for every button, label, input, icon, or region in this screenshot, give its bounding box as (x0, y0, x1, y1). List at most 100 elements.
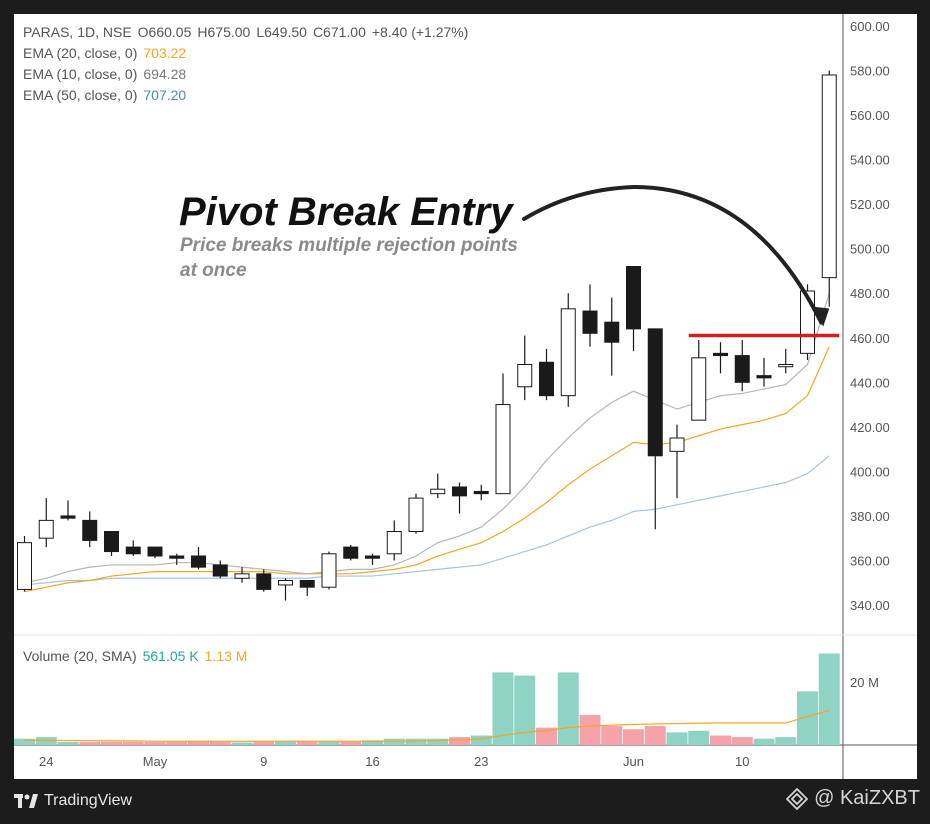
candle-down (539, 348, 554, 401)
candle-body (626, 266, 641, 330)
candle-body (778, 363, 794, 368)
annotation-title: Pivot Break Entry (179, 190, 513, 234)
volume-bar (253, 741, 275, 745)
y-tick-label: 580.00 (850, 64, 890, 79)
candle-down (299, 580, 315, 597)
annotation-arrow-curve (522, 184, 824, 325)
candle-up (669, 424, 685, 499)
candle-up (517, 335, 533, 401)
candle-body (212, 564, 228, 577)
ema50-value: 707.20 (143, 87, 187, 103)
y-tick-label: 600.00 (850, 19, 890, 34)
volume-bar (14, 738, 35, 745)
candle-body (734, 355, 750, 383)
candle-body (756, 375, 772, 379)
volume-bar (296, 741, 318, 745)
candle-up (321, 551, 337, 590)
author-handle: @ KaiZXBT (814, 787, 920, 809)
candle-down (212, 560, 228, 579)
candle-body (386, 531, 402, 555)
ema10-label: EMA (10, close, 0) (23, 66, 138, 82)
candle-body (104, 531, 119, 553)
candle-down (582, 284, 598, 347)
candle-down (452, 482, 467, 514)
x-tick-label: 24 (39, 754, 53, 769)
candle-down (604, 297, 620, 376)
volume-bar (340, 741, 362, 745)
volume-bar (579, 715, 601, 745)
volume-bar (405, 738, 427, 745)
tradingview-branding[interactable]: TradingView (14, 792, 132, 810)
candle-body (473, 490, 489, 495)
volume-bar (666, 732, 688, 745)
y-tick-label: 340.00 (850, 598, 890, 613)
candle-up (386, 520, 402, 561)
ema20-value: 703.22 (143, 45, 187, 61)
volume-value-2: 1.13 M (204, 648, 248, 664)
candle-up (38, 498, 54, 548)
candle-up (778, 348, 794, 374)
candle-body (713, 352, 728, 357)
ema50-legend: EMA (50, close, 0) 707.20 (23, 87, 192, 103)
candle-body (38, 519, 54, 539)
candle-body (256, 573, 272, 590)
candle-up (408, 493, 424, 534)
volume-bar (101, 741, 122, 745)
y-tick-label: 520.00 (850, 197, 890, 212)
volume-bar (470, 735, 492, 745)
tradingview-label: TradingView (44, 792, 133, 809)
volume-bar (492, 672, 514, 745)
volume-bar (57, 741, 79, 745)
y-tick-label: 420.00 (850, 420, 890, 435)
candle-body (821, 74, 837, 279)
candle-body (299, 580, 315, 588)
author-watermark: @ KaiZXBT (786, 787, 920, 810)
ema20-label: EMA (20, close, 0) (23, 45, 138, 61)
symbol-legend: PARAS, 1D, NSE O660.05 H675.00 L649.50 C671.… (23, 24, 474, 40)
candle-body (125, 546, 141, 555)
candle-body (517, 363, 533, 388)
candle-down (256, 569, 272, 592)
volume-bar (688, 730, 710, 745)
ema50-line (24, 455, 830, 586)
volume-bar (710, 735, 731, 745)
candle-up (560, 293, 576, 407)
candle-body (169, 555, 185, 559)
y-tick-label: 540.00 (850, 153, 890, 168)
change-value: +8.40 (+1.27%) (371, 24, 469, 40)
candle-down (191, 547, 206, 570)
y-tick-label: 480.00 (850, 286, 890, 301)
candle-up (234, 567, 250, 583)
candle-body (60, 515, 76, 519)
candle-down (169, 553, 185, 565)
volume-bar (231, 742, 253, 745)
x-tick-label: 9 (260, 754, 267, 769)
candle-body (191, 555, 206, 568)
annotation-arrowhead-icon (811, 306, 830, 327)
volume-bar (557, 672, 579, 745)
candle-down (473, 484, 489, 501)
high-value: H675.00 (197, 24, 251, 40)
candle-down (647, 328, 663, 530)
low-value: L649.50 (256, 24, 307, 40)
open-value: O660.05 (137, 24, 192, 40)
candle-body (82, 519, 98, 541)
candle-body (408, 497, 424, 533)
volume-bar (623, 729, 644, 745)
candle-body (647, 328, 663, 457)
ema10-legend: EMA (10, close, 0) 694.28 (23, 66, 192, 82)
candle-down (626, 266, 641, 352)
candle-body (278, 580, 293, 586)
y-tick-label: 380.00 (850, 509, 890, 524)
volume-bar (166, 741, 188, 745)
y-tick-label: 500.00 (850, 242, 890, 257)
candle-body (691, 357, 707, 421)
candle-body (582, 310, 598, 334)
candle-body (17, 542, 32, 590)
chart-card: 600.00 580.00 560.00 540.00 520.00 500.00 480.… (14, 14, 917, 779)
x-tick-label: 16 (365, 754, 379, 769)
candle-down (60, 500, 76, 521)
candle-up (495, 373, 511, 495)
price-chart: 600.00 580.00 560.00 540.00 520.00 500.00 480.… (14, 14, 917, 779)
candle-down (104, 531, 119, 557)
